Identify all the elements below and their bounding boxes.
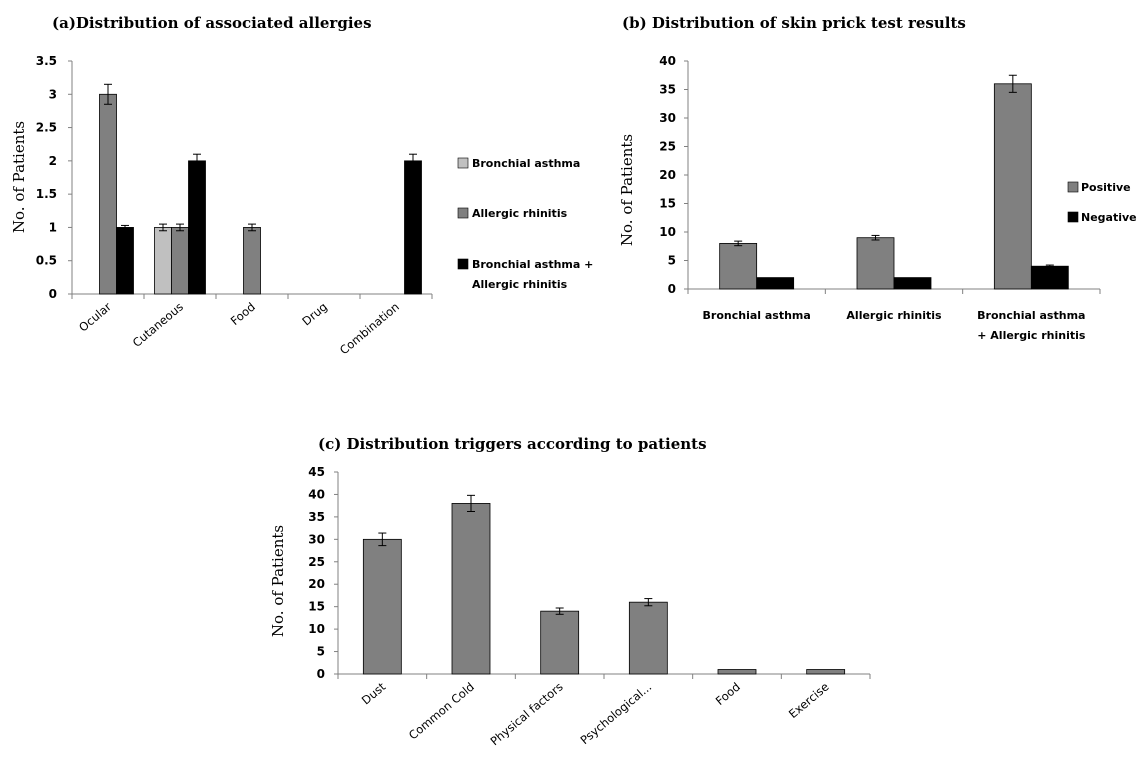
- legend-label-positive: Positive: [1081, 181, 1131, 194]
- y-tick-label: 20: [659, 168, 676, 182]
- chart-b-bars: [719, 74, 1069, 290]
- bar-food-allergic-rhinitis: [243, 227, 261, 295]
- legend-label-allergic-rhinitis: Allergic rhinitis: [472, 207, 568, 220]
- y-tick-label: 35: [308, 510, 325, 524]
- x-category-label: Allergic rhinitis: [846, 309, 942, 322]
- y-tick-label: 35: [659, 83, 676, 97]
- y-tick-label: 1.5: [36, 187, 57, 201]
- bar-cutaneous-bronchial-asthma: [154, 227, 172, 295]
- legend-label-bronchial-asthma: Bronchial asthma: [472, 157, 580, 170]
- bar-food-value: [717, 669, 757, 675]
- y-tick-label: 30: [308, 532, 325, 546]
- bar-psychological-value: [628, 601, 668, 675]
- y-tick-label: 40: [659, 54, 676, 68]
- y-tick-label: 3.5: [36, 54, 57, 68]
- legend-label-negative: Negative: [1081, 211, 1137, 224]
- y-tick-label: 45: [308, 465, 325, 479]
- y-tick-label: 1: [49, 220, 57, 234]
- y-tick-label: 5: [668, 254, 676, 268]
- x-category-label: Psychological...: [578, 680, 655, 748]
- x-category-label: Common Cold: [406, 680, 477, 743]
- bar-dust-value: [362, 538, 402, 675]
- bar-exercise-value: [806, 669, 846, 675]
- x-category-label: Food: [713, 680, 743, 708]
- y-tick-label: 0: [668, 282, 676, 296]
- legend-label-combined: Bronchial asthma + Allergic rhinitis: [472, 258, 597, 291]
- chart-a-panel: (a)Distribution of associated allergies …: [10, 14, 597, 358]
- y-tick-label: 20: [308, 577, 325, 591]
- chart-b-title: (b) Distribution of skin prick test resu…: [622, 14, 966, 32]
- bar-combination-bronchial-asthma-allergic-rhinitis: [404, 160, 422, 295]
- x-category-label: Ocular: [76, 299, 114, 334]
- y-tick-label: 0: [49, 287, 57, 301]
- bar-allergic-rhinitis-positive: [856, 237, 895, 290]
- x-category-label: Combination: [337, 300, 402, 358]
- y-tick-label: 40: [308, 487, 325, 501]
- chart-a-legend: Bronchial asthma Allergic rhinitis Bronc…: [457, 157, 597, 291]
- chart-c-title: (c) Distribution triggers according to p…: [318, 435, 707, 453]
- bar-cutaneous-allergic-rhinitis: [171, 227, 189, 295]
- bar-ocular-bronchial-asthma-allergic-rhinitis: [116, 227, 134, 295]
- x-category-label: Exercise: [786, 680, 832, 721]
- y-tick-label: 3: [49, 87, 57, 101]
- x-category-label: Drug: [299, 300, 330, 329]
- chart-a-bars: [99, 83, 422, 295]
- legend-swatch-allergic-rhinitis: [457, 207, 469, 219]
- chart-a-axes: 0 0.5 1 1.5 2 2.5 3 3.5 Ocular Cutaneous Food Drug C…: [36, 54, 433, 358]
- bar-bronchial-asthma-allergic-rhinitis-positive: [993, 83, 1032, 290]
- chart-b-axes: 0 5 10 15 20 25 30 35 40 Bronchial asthma Allergic…: [659, 54, 1101, 342]
- x-category-label: Bronchial asthma: [703, 309, 811, 322]
- y-tick-label: 25: [659, 140, 676, 154]
- chart-c-y-axis-label: No. of Patients: [269, 525, 287, 637]
- y-tick-label: 0: [317, 667, 325, 681]
- y-tick-label: 2.5: [36, 121, 57, 135]
- x-category-label: Dust: [359, 679, 389, 707]
- bar-ocular-allergic-rhinitis: [99, 93, 117, 295]
- y-tick-label: 15: [308, 600, 325, 614]
- chart-a-title: (a)Distribution of associated allergies: [52, 14, 372, 32]
- y-tick-label: 10: [308, 622, 325, 636]
- chart-c-panel: (c) Distribution triggers according to p…: [269, 435, 871, 749]
- y-tick-label: 10: [659, 225, 676, 239]
- y-tick-label: 2: [49, 154, 57, 168]
- y-tick-label: 30: [659, 111, 676, 125]
- bar-common-cold-value: [451, 503, 491, 675]
- bar-cutaneous-bronchial-asthma-allergic-rhinitis: [188, 160, 206, 295]
- x-category-label: Food: [228, 300, 258, 328]
- chart-b-panel: (b) Distribution of skin prick test resu…: [618, 14, 1137, 342]
- bar-bronchial-asthma-negative: [756, 277, 795, 290]
- bar-physical-factors-value: [540, 610, 580, 675]
- bar-bronchial-asthma-allergic-rhinitis-negative: [1030, 265, 1069, 290]
- chart-b-y-axis-label: No. of Patients: [618, 134, 636, 246]
- y-tick-label: 0.5: [36, 254, 57, 268]
- x-category-label: Cutaneous: [130, 300, 186, 350]
- legend-swatch-positive: [1067, 181, 1079, 193]
- y-tick-label: 5: [317, 645, 325, 659]
- legend-swatch-combined: [457, 258, 469, 270]
- chart-c-bars: [362, 494, 846, 675]
- y-tick-label: 15: [659, 197, 676, 211]
- chart-a-y-axis-label: No. of Patients: [10, 121, 28, 233]
- x-category-label: Bronchial asthma + Allergic rhinitis: [977, 309, 1086, 342]
- legend-swatch-bronchial-asthma: [457, 157, 469, 169]
- bar-allergic-rhinitis-negative: [893, 277, 932, 290]
- y-tick-label: 25: [308, 555, 325, 569]
- bar-bronchial-asthma-positive: [719, 242, 758, 290]
- chart-b-legend: Positive Negative: [1067, 181, 1137, 224]
- legend-swatch-negative: [1067, 211, 1079, 223]
- x-category-label: Physical factors: [488, 680, 566, 749]
